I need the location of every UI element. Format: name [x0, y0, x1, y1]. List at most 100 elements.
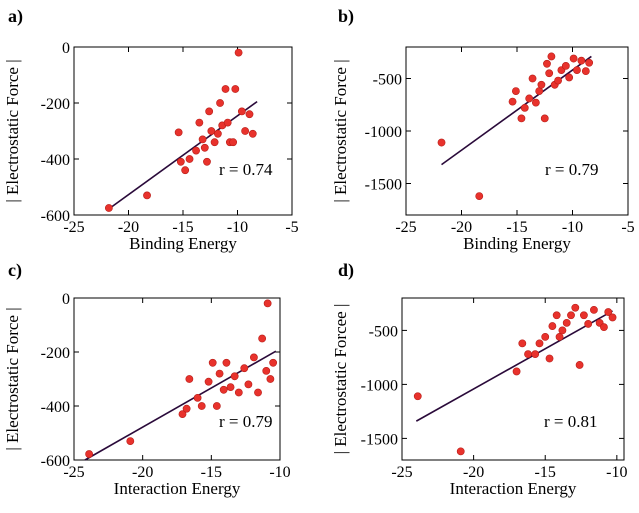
- plot-frame: [401, 297, 625, 461]
- y-axis-label: | Electrostatic Force |: [3, 307, 22, 450]
- data-point: [590, 305, 598, 314]
- data-point: [210, 138, 219, 147]
- y-tick-label: -600: [41, 453, 70, 470]
- x-tick-label: -25: [391, 464, 412, 481]
- x-tick-label: -20: [132, 464, 153, 481]
- data-point: [518, 339, 527, 348]
- data-point: [126, 437, 135, 445]
- data-point: [204, 377, 213, 386]
- x-tick-label: -10: [606, 464, 627, 481]
- data-point: [85, 450, 94, 458]
- data-point: [608, 313, 617, 322]
- data-point: [456, 447, 465, 456]
- data-point: [547, 52, 556, 61]
- data-point: [581, 67, 590, 76]
- y-tick-label: -500: [369, 323, 398, 340]
- x-tick-label: -10: [269, 464, 290, 481]
- fit-line: [108, 100, 258, 210]
- fit-line: [415, 310, 613, 422]
- data-point: [517, 114, 526, 123]
- correlation-label: r = 0.81: [544, 412, 598, 431]
- correlation-label: r = 0.79: [545, 160, 599, 179]
- data-point: [182, 404, 191, 413]
- panel-b: b) -25 -20 -15 -10 -5 -1500 -1000 -500 Binding En…: [331, 6, 635, 253]
- data-point: [229, 138, 238, 147]
- panel-d: d) -25 -20 -15 -10 -1500 -1000 -500 Interaction …: [331, 260, 628, 498]
- data-point: [543, 59, 551, 68]
- data-point: [555, 332, 564, 341]
- x-tick-label: -10: [227, 219, 248, 236]
- x-axis-label: Binding Energy: [463, 234, 571, 253]
- data-point: [269, 358, 278, 367]
- x-tick-label: -15: [535, 464, 556, 481]
- data-point: [258, 334, 267, 343]
- x-axis-label: Binding Energy: [129, 234, 237, 253]
- data-point: [240, 364, 249, 373]
- data-point: [216, 99, 224, 107]
- y-tick-label: -1500: [365, 177, 402, 194]
- data-point: [178, 410, 187, 418]
- data-point: [545, 354, 554, 363]
- x-tick-label: -20: [451, 219, 472, 236]
- x-tick-label: -5: [621, 219, 634, 236]
- data-point: [569, 54, 578, 63]
- data-point: [537, 80, 546, 89]
- correlation-label: r = 0.74: [219, 160, 273, 179]
- data-point: [561, 62, 570, 70]
- data-point: [525, 94, 534, 103]
- x-axis-label: Interaction Energy: [450, 479, 577, 498]
- x-tick-label: -10: [562, 219, 583, 236]
- x-tick-label: -25: [63, 464, 84, 481]
- y-axis-label: | Electrostatic Force |: [331, 59, 350, 202]
- data-point: [192, 146, 200, 155]
- x-tick-label: -20: [118, 219, 139, 236]
- data-point: [237, 107, 246, 116]
- data-point: [205, 107, 214, 116]
- plot-frame: [73, 46, 293, 216]
- plot-frame: [405, 46, 629, 216]
- y-tick-label: -1000: [365, 124, 402, 141]
- y-tick-label: -600: [41, 208, 70, 225]
- data-point: [600, 323, 608, 332]
- data-point: [262, 366, 271, 375]
- data-point: [234, 48, 243, 57]
- data-point: [176, 157, 185, 166]
- data-point: [181, 166, 190, 175]
- y-tick-label: -500: [373, 72, 402, 89]
- data-point: [241, 127, 250, 135]
- correlation-label: r = 0.79: [219, 412, 273, 431]
- x-axis-label: Interaction Energy: [114, 479, 241, 498]
- data-point: [528, 74, 537, 83]
- data-point: [248, 129, 257, 138]
- data-point: [231, 85, 240, 93]
- y-tick-label: 0: [62, 291, 70, 308]
- data-point: [185, 155, 194, 163]
- data-point: [234, 388, 243, 397]
- data-point: [584, 320, 593, 328]
- data-point: [577, 56, 586, 65]
- y-axis-label: | Electrostatic Forcee |: [331, 304, 350, 455]
- data-point: [548, 322, 557, 330]
- data-point: [511, 87, 520, 95]
- y-tick-label: -1500: [361, 431, 398, 448]
- y-axis-label: | Electrostatic Force |: [3, 59, 22, 202]
- data-point: [573, 66, 581, 74]
- data-point: [531, 350, 540, 359]
- panel-label: b): [338, 6, 354, 27]
- data-point: [244, 380, 253, 389]
- data-point: [200, 143, 209, 152]
- data-point: [263, 299, 272, 308]
- x-tick-label: -25: [395, 219, 416, 236]
- data-point: [208, 358, 217, 367]
- x-tick-label: -5: [285, 219, 298, 236]
- x-tick-label: -15: [506, 219, 527, 236]
- y-tick-label: -400: [41, 399, 70, 416]
- panel-label: d): [338, 260, 354, 281]
- data-point: [575, 361, 584, 369]
- data-point: [250, 353, 258, 362]
- data-point: [226, 383, 235, 391]
- data-point: [197, 402, 206, 410]
- data-point: [223, 118, 232, 127]
